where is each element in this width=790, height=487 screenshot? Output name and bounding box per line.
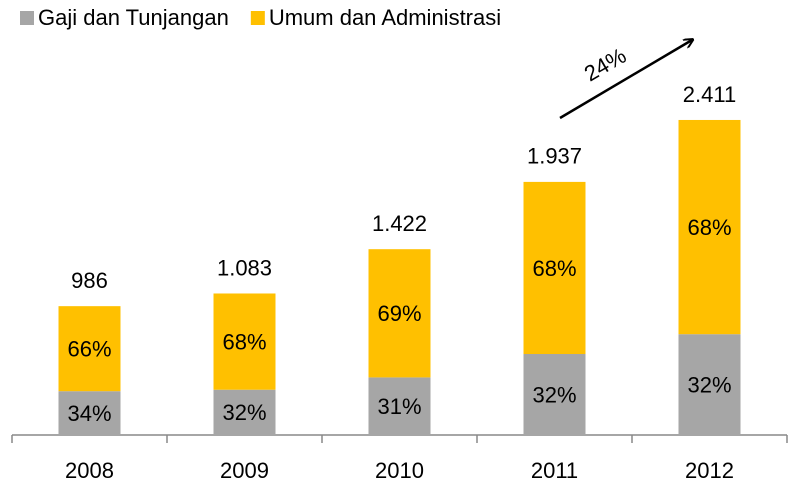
segment-label: 32% [222,400,266,425]
bar-segment [678,119,741,335]
legend-swatch [250,11,265,25]
x-tick-label: 2008 [65,458,114,483]
total-label: 1.937 [527,144,582,169]
segment-label: 69% [377,301,421,326]
segment-label: 68% [532,256,576,281]
x-tick-label: 2011 [531,458,578,483]
bar-segment [368,377,431,435]
segment-label: 68% [222,329,266,354]
bar-segment [523,181,586,355]
total-label: 1.083 [217,255,272,280]
total-label: 2.411 [683,82,736,107]
segment-label: 31% [377,394,421,419]
bar-segment [58,391,121,435]
segment-label: 32% [687,372,731,397]
x-tick-label: 2012 [685,458,734,483]
x-tick-label: 2010 [375,458,424,483]
segment-label: 34% [67,401,111,426]
bar-segment [213,389,276,435]
segment-label: 68% [687,215,731,240]
legend-swatch [20,11,34,25]
total-label: 986 [71,268,108,293]
x-tick-label: 2009 [220,458,269,483]
segment-label: 66% [67,336,111,361]
bar-segment [58,306,121,392]
legend-label: Umum dan Administrasi [269,5,501,30]
bar-segment [368,249,431,378]
legend-label: Gaji dan Tunjangan [38,5,229,30]
segment-label: 32% [532,382,576,407]
bar-segment [213,293,276,390]
growth-arrow [559,40,692,120]
total-label: 1.422 [372,211,427,236]
bar-segment [523,354,586,435]
bar-segment [678,334,741,435]
